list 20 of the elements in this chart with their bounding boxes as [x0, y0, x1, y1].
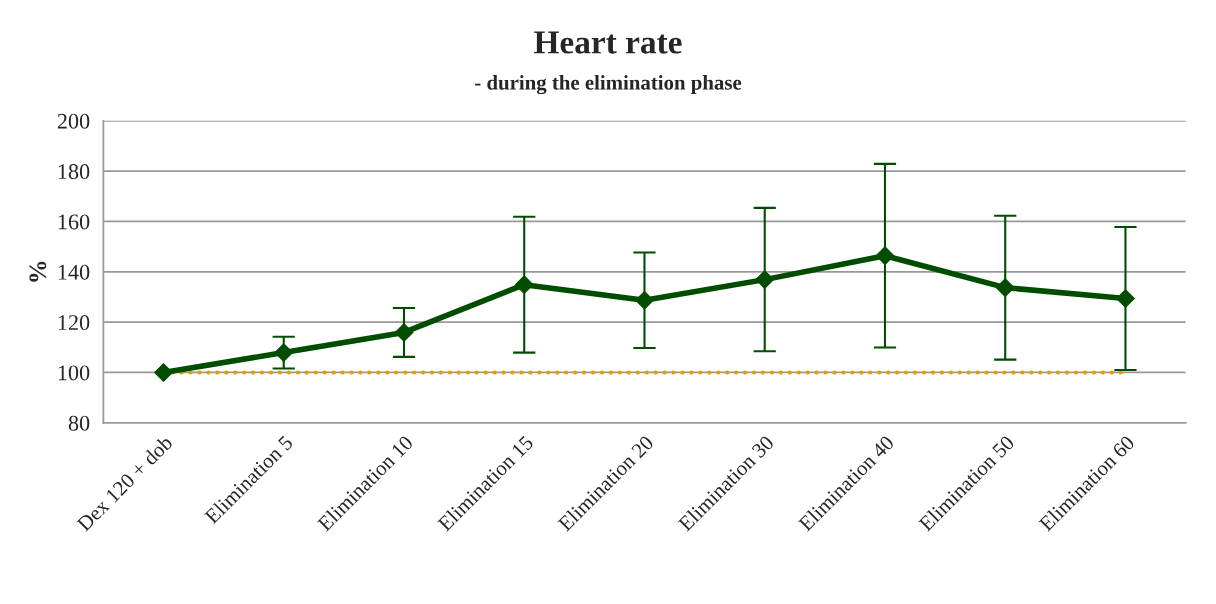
point — [394, 323, 414, 342]
point — [514, 275, 534, 294]
y-tick-label: 140 — [58, 264, 90, 280]
point — [274, 343, 294, 362]
point — [154, 363, 173, 382]
point — [755, 270, 775, 289]
point — [875, 246, 895, 266]
y-tick-label: 120 — [58, 315, 90, 331]
y-tick-label: 200 — [57, 113, 90, 129]
y-tick-label: 100 — [58, 365, 90, 381]
chart-subtitle: - during the elimination phase — [475, 75, 742, 95]
y-tick-label: 160 — [58, 214, 90, 230]
point — [1116, 289, 1135, 308]
point — [995, 278, 1015, 298]
y-tick-label: 80 — [68, 415, 90, 431]
x-tick-label: Dex 120 + dob — [75, 434, 174, 532]
y-tick-label: 180 — [58, 164, 90, 180]
chart-title: Heart rate — [534, 31, 682, 54]
point — [635, 290, 654, 310]
y-axis-title: % — [29, 261, 47, 282]
